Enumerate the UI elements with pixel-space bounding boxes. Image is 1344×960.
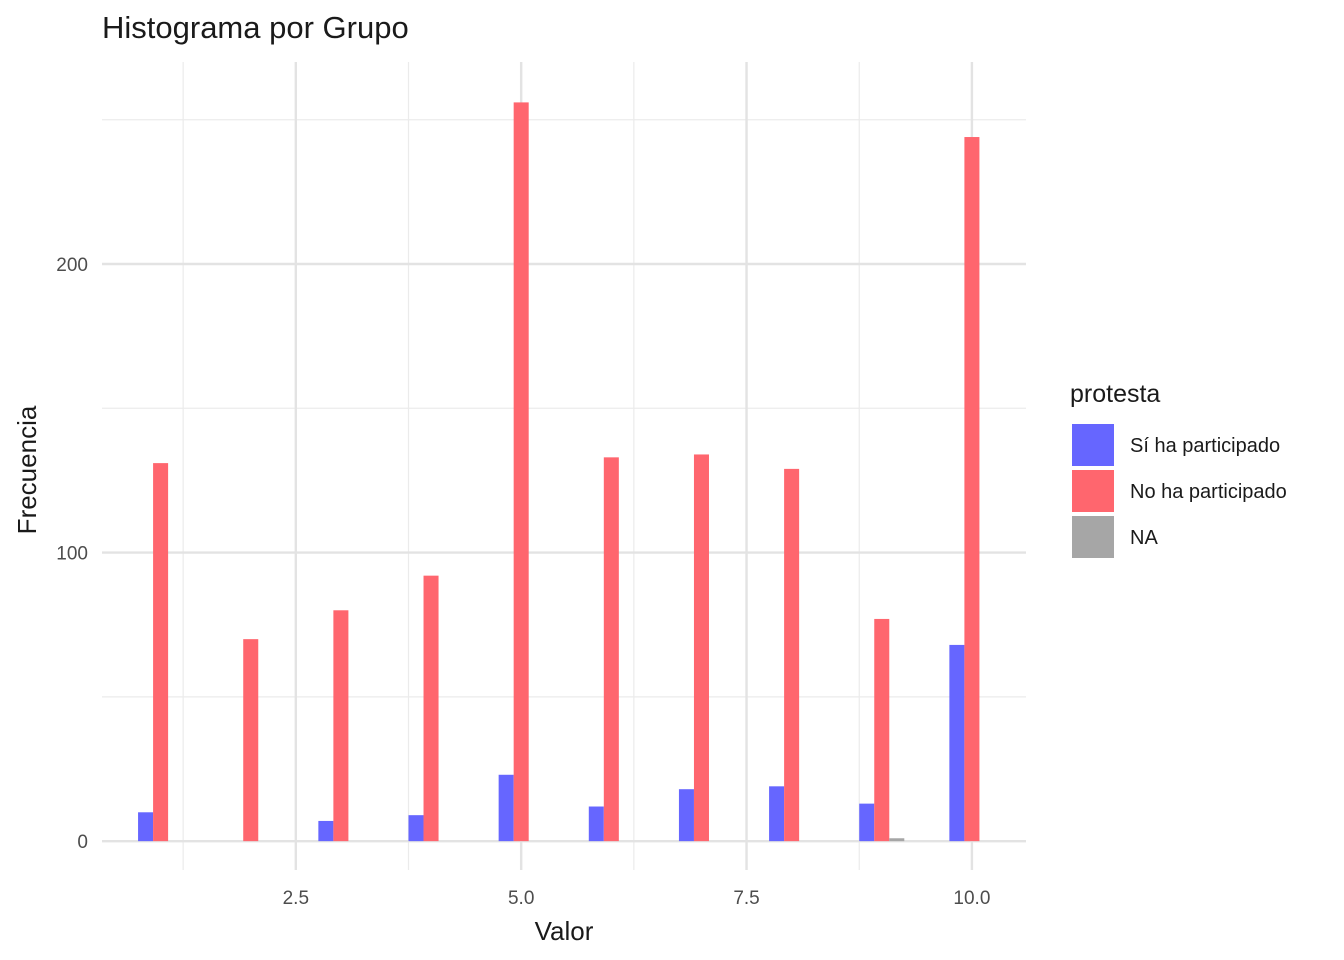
legend-label: No ha participado xyxy=(1130,481,1287,503)
y-tick-label: 0 xyxy=(77,832,88,853)
legend-swatch xyxy=(1072,470,1114,512)
x-tick-label: 2.5 xyxy=(283,888,309,909)
bar-no-ha-participado xyxy=(874,618,890,842)
bar-s-ha-participado xyxy=(498,774,514,842)
chart-title: Histograma por Grupo xyxy=(102,10,409,45)
bar-no-ha-participado xyxy=(333,610,349,842)
bar-no-ha-participado xyxy=(964,137,980,842)
bar-s-ha-participado xyxy=(138,812,154,842)
bar-na xyxy=(889,838,905,842)
legend-title: protesta xyxy=(1070,380,1160,408)
x-tick-label: 5.0 xyxy=(508,888,534,909)
y-tick-label: 100 xyxy=(56,544,88,565)
tick-labels: 2.5 5.0 7.5 10.0 0 100 200 xyxy=(56,255,990,909)
bar-no-ha-participado xyxy=(243,639,259,842)
legend-swatch xyxy=(1072,516,1114,558)
legend: protesta Sí ha participado No ha particip… xyxy=(1070,380,1287,558)
bar-no-ha-participado xyxy=(603,457,619,842)
bar-no-ha-participado xyxy=(423,575,439,842)
bar-no-ha-participado xyxy=(513,102,529,842)
bar-no-ha-participado xyxy=(784,468,800,842)
bar-s-ha-participado xyxy=(859,803,875,842)
y-axis-title: Frecuencia xyxy=(12,405,42,534)
x-tick-label: 10.0 xyxy=(953,888,990,909)
bar-s-ha-participado xyxy=(408,815,424,842)
bar-s-ha-participado xyxy=(949,644,965,842)
x-axis-title: Valor xyxy=(535,916,594,946)
legend-items: Sí ha participado No ha participado NA xyxy=(1072,424,1287,558)
bar-no-ha-participado xyxy=(693,454,709,842)
bar-s-ha-participado xyxy=(769,786,785,842)
legend-label: NA xyxy=(1130,527,1158,549)
bar-s-ha-participado xyxy=(588,806,604,842)
bar-s-ha-participado xyxy=(678,789,694,842)
bar-s-ha-participado xyxy=(318,820,334,842)
bars xyxy=(138,102,980,842)
legend-swatch xyxy=(1072,424,1114,466)
bar-no-ha-participado xyxy=(153,463,169,842)
legend-label: Sí ha participado xyxy=(1130,435,1280,457)
y-tick-label: 200 xyxy=(56,255,88,276)
x-tick-label: 7.5 xyxy=(733,888,759,909)
